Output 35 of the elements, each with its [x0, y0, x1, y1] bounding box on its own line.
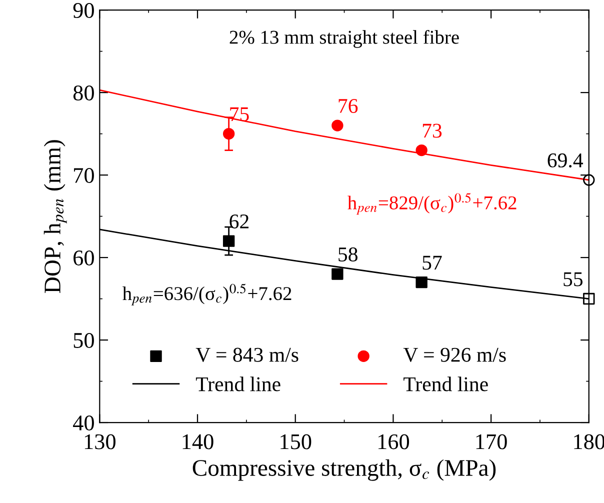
point — [583, 174, 595, 186]
x-tick-label: 160 — [378, 434, 410, 450]
point — [222, 235, 235, 247]
point — [332, 268, 344, 280]
annotation: 2% 13 mm straight steel fibre — [230, 30, 459, 48]
point — [416, 144, 428, 156]
point — [416, 276, 428, 288]
x-tick-label: 130 — [84, 434, 116, 450]
x-tick-label: 140 — [182, 434, 214, 450]
legend-label: Trend line — [196, 376, 280, 392]
x-tick-label: 170 — [476, 434, 507, 450]
y-tick-label: 70 — [74, 168, 94, 183]
annotation: h$_{pen}$=829/(σ$_{c}$)$^{0.5}$+7.62 — [348, 193, 516, 215]
y-axis-title: DOP, h$_{pen}$ (mm) — [44, 140, 67, 293]
data-label: 57 — [422, 256, 442, 270]
point — [332, 120, 344, 132]
x-axis-title: Compressive strength, σ$_{c}$ (MPa) — [192, 459, 496, 481]
point — [583, 292, 595, 305]
y-tick-label: 80 — [73, 85, 94, 100]
y-tick-label: 60 — [74, 250, 94, 266]
data-label: 58 — [338, 247, 358, 262]
data-label: 55 — [564, 272, 583, 286]
legend-label: V = 926 m/s — [403, 348, 506, 362]
legend-label: V = 843 m/s — [196, 348, 298, 362]
annotation: h$_{pen}$=636/(σ$_{c}$)$^{0.5}$+7.62 — [122, 284, 292, 306]
point — [222, 128, 235, 140]
data-label: 76 — [338, 98, 358, 113]
x-tick-label: 150 — [280, 434, 312, 450]
legend-label: Trend line — [404, 376, 488, 392]
y-tick-label: 50 — [74, 332, 94, 348]
data-label: 73 — [422, 124, 442, 138]
data-label: 69.4 — [548, 153, 584, 168]
y-tick-label: 40 — [73, 415, 94, 430]
data-label: 62 — [230, 214, 249, 228]
y-tick-label: 90 — [73, 2, 94, 18]
